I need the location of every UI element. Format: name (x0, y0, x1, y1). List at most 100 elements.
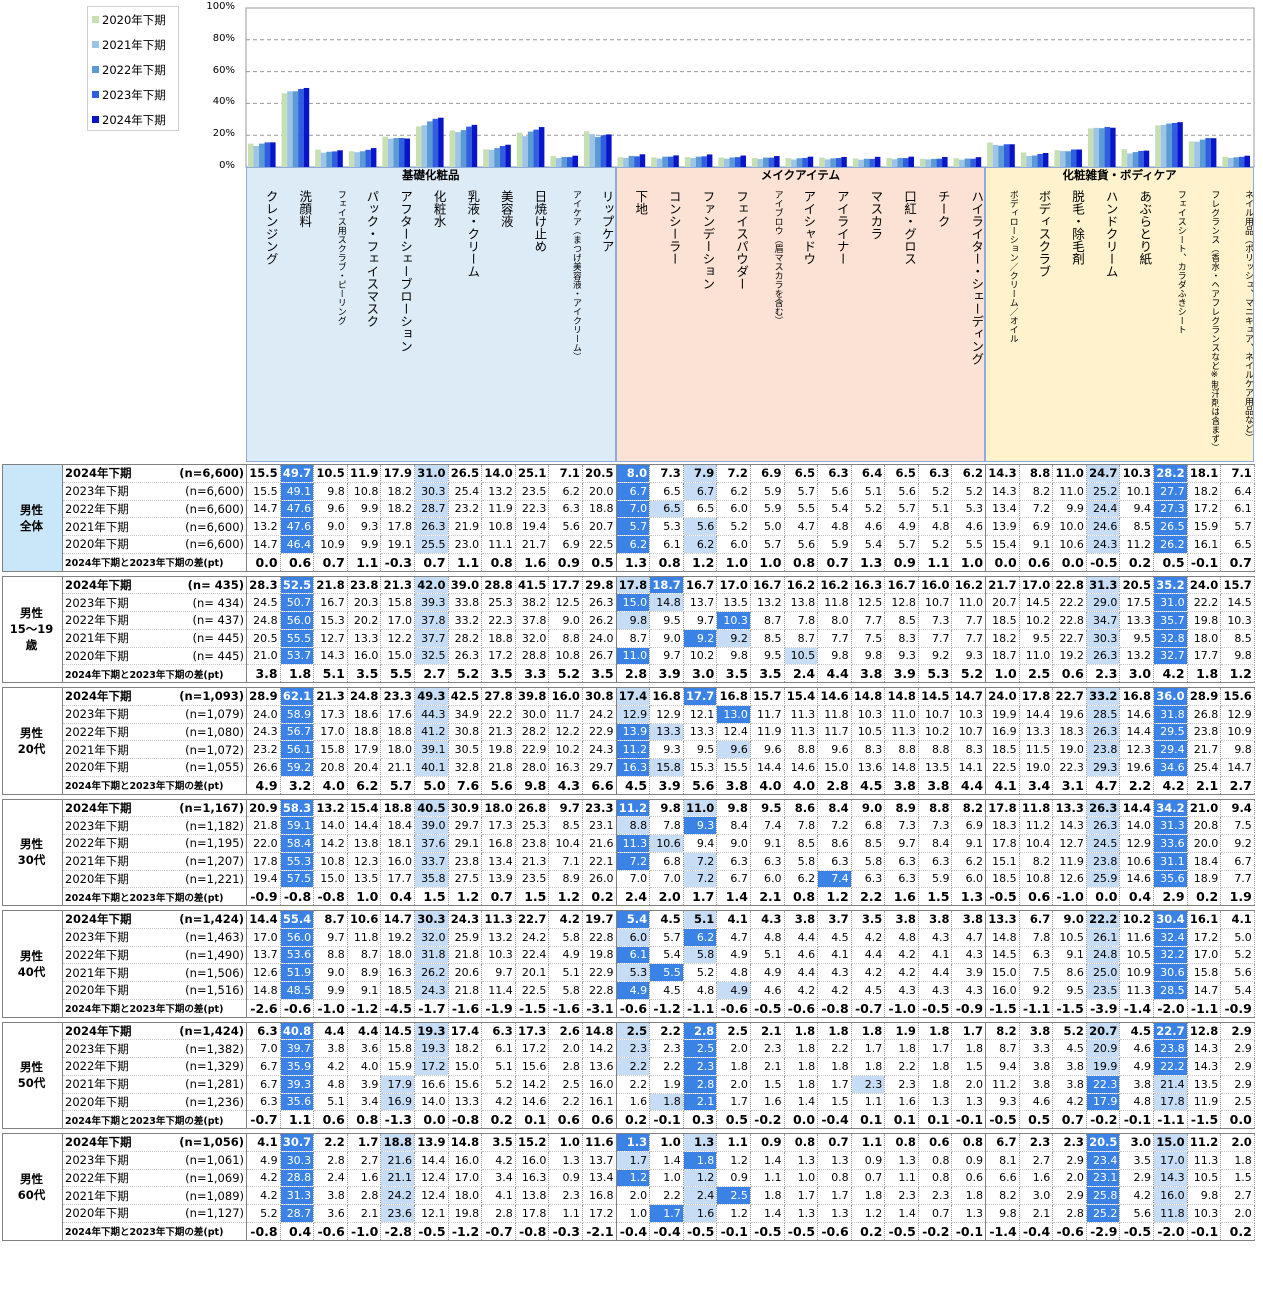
bar (348, 151, 355, 167)
value-cell: 1.3 (683, 1133, 718, 1152)
value-cell: 6.0 (615, 928, 651, 947)
value-cell: 31.3 (1153, 816, 1188, 835)
value-cell: 5.7 (750, 535, 785, 554)
table-row: 2021年下期 (n=1,207) 17.8 55.3 10.8 12.3 16.0 33.7… (3, 852, 1255, 871)
value-cell: 31.8 (1153, 705, 1188, 724)
sample-size: (n=1,167) (166, 798, 247, 818)
value-cell: 15.5 (716, 758, 751, 777)
column-header: 口紅・グロス (901, 190, 917, 265)
diff-label: 2024年下期と2023年下期の差(pt) (62, 664, 247, 683)
value-cell: 6.2 (683, 535, 718, 554)
bar (292, 91, 299, 167)
value-cell: 5.4 (1220, 981, 1255, 1000)
value-cell: 1.8 (750, 1186, 785, 1205)
diff-cell: 7.6 (448, 776, 483, 795)
value-cell: 30.7 (280, 1133, 315, 1152)
diff-cell: 3.0 (1119, 664, 1155, 683)
value-cell: 21.8 (481, 758, 516, 777)
value-cell: 24.5 (246, 593, 281, 612)
diff-cell: 3.9 (649, 664, 684, 683)
value-cell: 1.8 (817, 1021, 852, 1041)
value-cell: 2.8 (548, 1057, 583, 1076)
value-cell: 4.5 (851, 981, 886, 1000)
bar (404, 138, 410, 167)
value-cell: 16.1 (1187, 535, 1222, 554)
diff-cell: 0.1 (851, 1110, 886, 1129)
value-cell: 58.9 (280, 705, 315, 724)
diff-cell: -0.5 (1086, 553, 1121, 572)
value-cell: 10.3 (1220, 611, 1255, 630)
table-row: 2021年下期 (n= 445) 20.5 55.5 12.7 13.3 12.2 37.7 2… (3, 629, 1255, 648)
table-row: 2022年下期 (n=6,600) 14.7 47.6 9.6 9.9 18.2 28.7 23… (3, 500, 1255, 519)
value-cell: 11.3 (1187, 1151, 1222, 1170)
value-cell: 7.3 (884, 816, 919, 835)
value-cell: 13.7 (246, 946, 281, 965)
value-cell: 14.2 (313, 834, 348, 853)
value-cell: 11.2 (1019, 816, 1054, 835)
diff-cell: -0.1 (951, 1222, 987, 1241)
value-cell: 20.7 (582, 517, 617, 536)
value-cell: 4.9 (716, 981, 751, 1000)
value-cell: 5.9 (817, 535, 852, 554)
value-cell: 23.5 (515, 482, 550, 501)
value-cell: 5.7 (884, 500, 919, 519)
value-cell: 4.8 (313, 1075, 348, 1094)
bar (763, 157, 769, 167)
diff-cell: 0.6 (1019, 553, 1054, 572)
value-cell: 11.9 (1187, 1093, 1222, 1112)
table-row: 男性 20代 2024年下期 (n=1,093) 28.9 62.1 21.3 24.8 23… (2, 687, 1255, 795)
value-cell: 1.8 (884, 1039, 919, 1058)
column-header: チーク (935, 190, 951, 228)
sample-size: (n=1,516) (166, 981, 247, 1000)
value-cell: 12.7 (313, 629, 348, 648)
value-cell: 5.2 (918, 535, 953, 554)
value-cell: 9.6 (313, 500, 348, 519)
value-cell: 20.0 (1187, 834, 1222, 853)
value-cell: 50.7 (280, 593, 315, 612)
value-cell: 15.3 (313, 611, 348, 630)
diff-cell: -0.1 (716, 1222, 751, 1241)
value-cell: 5.1 (918, 500, 953, 519)
value-cell: 5.5 (649, 963, 684, 982)
value-cell: 4.3 (951, 981, 987, 1000)
value-cell: 3.8 (884, 910, 919, 929)
sample-size: (n=1,236) (166, 1093, 247, 1112)
bar (331, 151, 338, 167)
value-cell: 12.1 (683, 705, 718, 724)
value-cell: 15.6 (1220, 687, 1255, 706)
value-cell: 13.2 (313, 798, 348, 818)
value-cell: 11.2 (1187, 1133, 1222, 1152)
value-cell: 9.8 (615, 611, 651, 630)
value-cell: 9.1 (1052, 946, 1087, 965)
value-cell: 18.0 (448, 1186, 483, 1205)
value-cell: 19.7 (582, 910, 617, 929)
value-cell: 5.4 (851, 535, 886, 554)
value-cell: 9.5 (1052, 981, 1087, 1000)
value-cell: 22.7 (1052, 629, 1087, 648)
value-cell: 23.8 (347, 575, 382, 595)
bar (639, 154, 646, 167)
value-cell: 46.4 (280, 535, 315, 554)
value-cell: 8.0 (817, 611, 852, 630)
value-cell: 26.8 (515, 798, 550, 818)
diff-cell: -0.2 (1086, 1110, 1121, 1129)
value-cell: 22.8 (582, 928, 617, 947)
value-cell: 1.7 (817, 1075, 852, 1094)
value-cell: 18.8 (481, 629, 516, 648)
diff-cell: -2.0 (1153, 999, 1188, 1018)
diff-cell: -0.5 (884, 1222, 919, 1241)
sample-size: (n= 445) (166, 647, 247, 666)
value-cell: 15.8 (1187, 963, 1222, 982)
diff-cell: 5.0 (414, 776, 449, 795)
value-cell: 16.0 (548, 687, 583, 706)
value-cell: 1.6 (615, 1093, 651, 1112)
diff-cell: 0.7 (1052, 1110, 1087, 1129)
value-cell: 1.8 (716, 1057, 751, 1076)
value-cell: 15.9 (380, 1057, 415, 1076)
diff-cell: -2.9 (1086, 1222, 1121, 1241)
value-cell: 17.2 (582, 1204, 617, 1223)
value-cell: 26.0 (582, 870, 617, 889)
bar (757, 159, 764, 167)
legend-label: 2020年下期 (102, 13, 166, 27)
diff-cell: -1.9 (481, 999, 516, 1018)
